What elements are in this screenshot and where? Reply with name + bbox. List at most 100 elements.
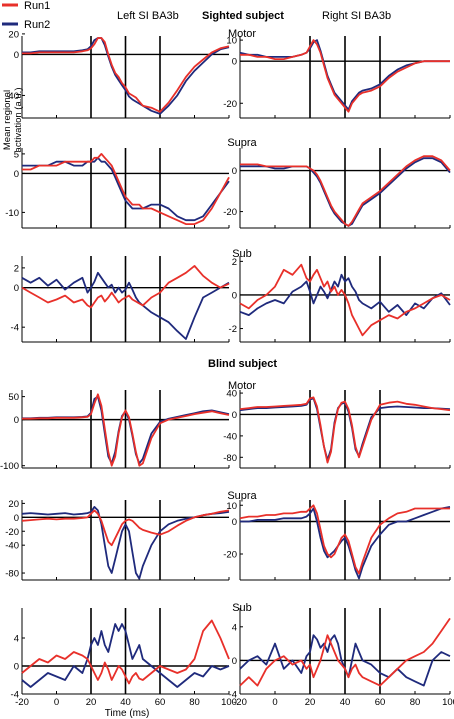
x-tick-label: 0 bbox=[272, 697, 277, 708]
legend-label-run2: Run2 bbox=[24, 19, 50, 31]
y-tick-label: 0 bbox=[14, 513, 19, 524]
y-tick-label: 20 bbox=[8, 499, 19, 510]
series-line-run1 bbox=[22, 37, 230, 113]
y-tick-label: 5 bbox=[14, 149, 19, 160]
section-title-sighted: Sighted subject bbox=[202, 10, 284, 22]
x-tick-label: 20 bbox=[305, 697, 316, 708]
y-tick-label: 0 bbox=[232, 290, 237, 301]
row-title: Supra bbox=[227, 137, 257, 149]
row-title: Motor bbox=[228, 28, 256, 40]
y-tick-label: 0 bbox=[232, 517, 237, 528]
series-line-run1 bbox=[22, 393, 230, 467]
series-line-run2 bbox=[21, 271, 230, 340]
panel-blind-supra-left: Supra 20 0 -20 -40 -80 bbox=[5, 490, 258, 581]
series-line-run1 bbox=[240, 39, 450, 113]
y-tick-label: -40 bbox=[5, 91, 19, 102]
y-tick-label: 0 bbox=[232, 656, 237, 667]
panel-blind-motor-right: 40 0 -40 -80 bbox=[223, 389, 451, 469]
series-line-run1 bbox=[21, 509, 230, 547]
y-tick-label: -10 bbox=[5, 208, 19, 219]
series-line-run2 bbox=[22, 37, 230, 115]
series-line-run1 bbox=[21, 619, 230, 685]
x-axis-label: Time (ms) bbox=[105, 708, 150, 719]
series-line-run2 bbox=[239, 634, 451, 687]
y-tick-label: -20 bbox=[223, 99, 237, 110]
panel-sighted-supra-right: 0 -20 bbox=[223, 148, 451, 229]
legend-label-run1: Run1 bbox=[24, 0, 50, 12]
series-line-run1 bbox=[239, 617, 451, 687]
y-axis-label-line1: Mean regional bbox=[2, 90, 13, 150]
y-tick-label: -40 bbox=[223, 431, 237, 442]
column-title-right: Right SI BA3b bbox=[322, 10, 391, 22]
x-tick-label: -20 bbox=[15, 697, 29, 708]
y-tick-label: 0 bbox=[232, 410, 237, 421]
y-tick-label: -4 bbox=[11, 323, 19, 334]
y-tick-label: 0 bbox=[14, 283, 19, 294]
panel-blind-motor-left: Motor 50 0 -100 bbox=[0, 380, 256, 472]
y-tick-label: 50 bbox=[8, 392, 19, 403]
y-tick-label: 0 bbox=[14, 50, 19, 61]
y-tick-label: 2 bbox=[232, 257, 237, 268]
y-tick-label: -20 bbox=[223, 550, 237, 561]
y-tick-label: 2 bbox=[14, 263, 19, 274]
row-title: Supra bbox=[227, 490, 257, 502]
series-line-run2 bbox=[239, 273, 451, 317]
y-tick-label: -40 bbox=[5, 541, 19, 552]
x-tick-label: 40 bbox=[340, 697, 351, 708]
y-tick-label: 0 bbox=[14, 662, 19, 673]
y-tick-label: 0 bbox=[232, 166, 237, 177]
x-tick-label: 60 bbox=[375, 697, 386, 708]
y-tick-label: 0 bbox=[232, 57, 237, 68]
y-axis-label: Mean regional activation (a.u.) bbox=[2, 88, 24, 153]
y-tick-label: 40 bbox=[226, 389, 237, 400]
y-tick-label: 10 bbox=[226, 501, 237, 512]
row-title: Sub bbox=[232, 602, 252, 614]
y-tick-label: 4 bbox=[232, 622, 237, 633]
x-tick-label: 80 bbox=[410, 697, 421, 708]
x-tick-label: 80 bbox=[189, 697, 200, 708]
y-tick-label: -2 bbox=[229, 324, 237, 335]
panel-sighted-supra-left: Supra 5 0 -10 bbox=[5, 137, 258, 229]
x-tick-label: 20 bbox=[86, 697, 97, 708]
series-line-run1 bbox=[239, 504, 450, 575]
y-tick-label: 20 bbox=[8, 29, 19, 40]
y-tick-label: -80 bbox=[5, 569, 19, 580]
x-tick-label: 60 bbox=[155, 697, 166, 708]
row-title: Motor bbox=[228, 380, 256, 392]
panel-sighted-motor-left: Motor 20 0 -40 bbox=[5, 28, 256, 119]
series-line-run2 bbox=[22, 156, 230, 222]
x-tick-label: 100 bbox=[442, 697, 454, 708]
y-tick-label: -20 bbox=[5, 527, 19, 538]
y-tick-label: 0 bbox=[14, 169, 19, 180]
series-line-run1 bbox=[239, 396, 451, 464]
column-title-left: Left SI BA3b bbox=[117, 10, 179, 22]
x-tick-label: 0 bbox=[54, 697, 59, 708]
series-line-run1 bbox=[240, 155, 451, 227]
series-line-run2 bbox=[21, 505, 230, 580]
section-title-blind: Blind subject bbox=[208, 358, 277, 370]
y-axis-label-line2: activation (a.u.) bbox=[13, 88, 24, 153]
series-line-run1 bbox=[22, 152, 230, 226]
y-tick-label: -4 bbox=[11, 690, 19, 701]
y-tick-label: -4 bbox=[229, 690, 237, 701]
y-tick-label: 10 bbox=[226, 36, 237, 47]
series-line-run1 bbox=[239, 263, 451, 337]
row-title: Sub bbox=[232, 248, 252, 260]
y-tick-label: 4 bbox=[14, 634, 19, 645]
series-line-run2 bbox=[21, 623, 230, 688]
panel-sighted-motor-right: 10 0 -20 bbox=[223, 36, 451, 119]
y-tick-label: -20 bbox=[223, 207, 237, 218]
x-tick-label: 40 bbox=[120, 697, 131, 708]
x-tick-label: -20 bbox=[233, 697, 247, 708]
y-tick-label: -80 bbox=[223, 453, 237, 464]
panel-blind-supra-right: 10 0 -20 bbox=[223, 500, 451, 581]
y-tick-label: -100 bbox=[0, 461, 19, 472]
series-line-run1 bbox=[21, 264, 230, 309]
x-tick-label: 100 bbox=[221, 697, 237, 708]
panel-sighted-sub-right: 2 0 -2 bbox=[229, 256, 451, 343]
y-tick-label: 0 bbox=[14, 415, 19, 426]
